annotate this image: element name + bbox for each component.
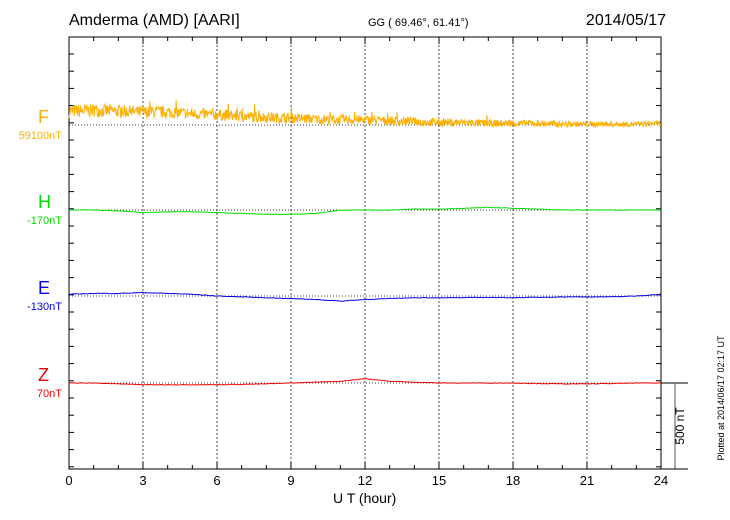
- baseline-value-e: -130nT: [27, 301, 62, 313]
- component-label-e: E: [38, 278, 51, 298]
- x-tick-label: 6: [213, 473, 221, 488]
- series-line-h: [68, 206, 662, 216]
- baseline-value-f: 59100nT: [18, 130, 62, 142]
- component-label-z: Z: [38, 365, 49, 385]
- x-axis-label: U T (hour): [333, 490, 397, 506]
- chart-title: Amderma (AMD) [AARI]: [69, 12, 240, 29]
- series-line-z: [68, 378, 662, 386]
- x-tick-label: 21: [579, 473, 595, 488]
- baseline-value-z: 70nT: [36, 388, 62, 400]
- chart-date: 2014/05/17: [585, 12, 666, 29]
- x-tick-label: 0: [65, 473, 73, 488]
- scale-bar-label: 500 nT: [673, 407, 687, 445]
- x-tick-label: 18: [505, 473, 521, 488]
- x-tick-label: 9: [287, 473, 295, 488]
- component-label-f: F: [38, 107, 49, 127]
- series-line-e: [68, 291, 662, 302]
- plotted-at-footer: Plotted at 2014/06/17 02:17 UT: [716, 335, 726, 461]
- component-label-h: H: [38, 192, 51, 212]
- x-tick-label: 15: [431, 473, 447, 488]
- x-tick-label: 3: [139, 473, 147, 488]
- x-tick-label: 24: [653, 473, 669, 488]
- station-coordinates: GG ( 69.46°, 61.41°): [368, 17, 469, 29]
- x-tick-label: 12: [357, 473, 373, 488]
- series-line-f: [68, 99, 662, 129]
- baseline-value-h: -170nT: [27, 215, 62, 227]
